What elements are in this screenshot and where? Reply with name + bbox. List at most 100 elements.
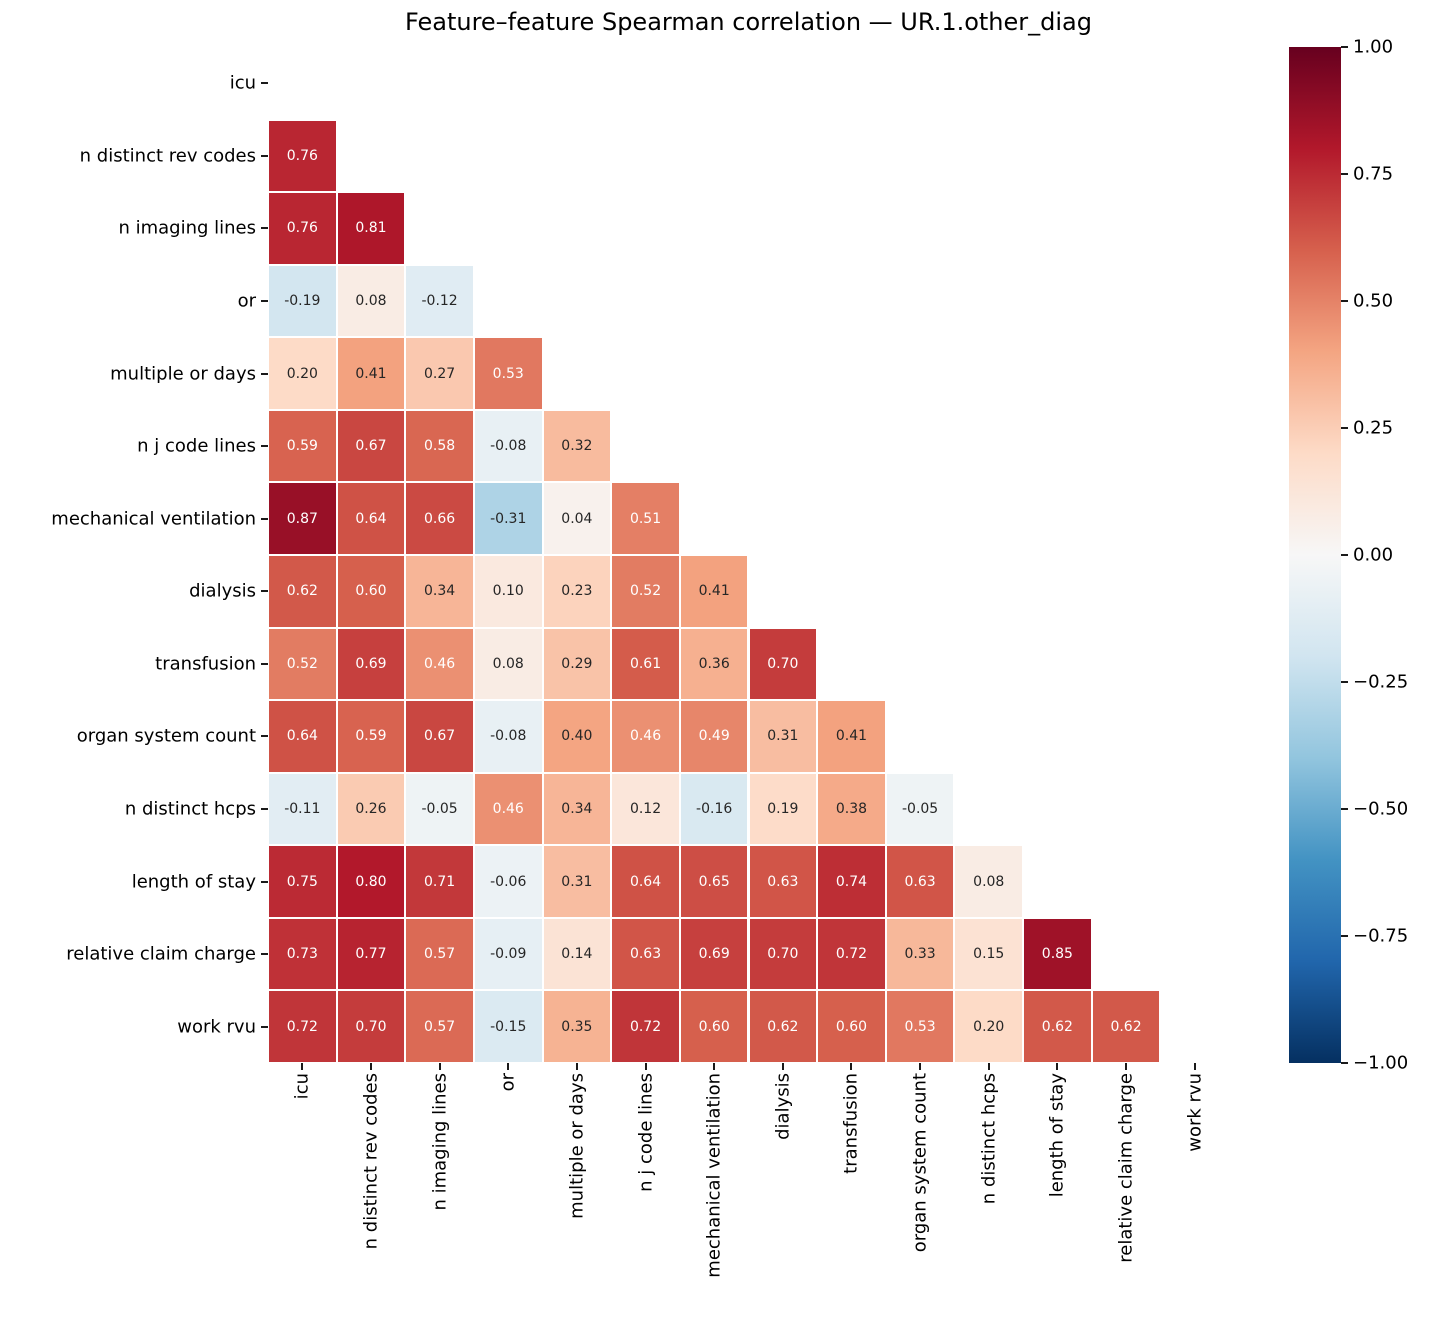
heatmap-cell: 0.69 — [679, 917, 749, 991]
x-tick — [713, 1063, 716, 1070]
heatmap-cell: -0.11 — [268, 772, 337, 846]
y-tick-label: dialysis — [189, 580, 256, 602]
heatmap-cell: 0.38 — [817, 772, 886, 846]
colorbar-tick — [1341, 300, 1348, 302]
heatmap-cell: 0.32 — [542, 409, 612, 483]
heatmap-cell: 0.77 — [336, 917, 406, 991]
y-tick — [261, 372, 268, 375]
heatmap-cell: 0.49 — [679, 700, 749, 773]
x-tick-label: mechanical ventilation — [703, 1073, 725, 1278]
x-tick-label: transfusion — [840, 1073, 862, 1174]
heatmap-cell: 0.46 — [473, 772, 543, 846]
colorbar-tick-label: 1.00 — [1353, 36, 1394, 58]
heatmap-cell: -0.08 — [473, 409, 543, 483]
heatmap-cell: 0.62 — [748, 990, 818, 1063]
heatmap-cell: 0.63 — [611, 917, 680, 991]
colorbar-tick-label: 0.00 — [1353, 544, 1394, 566]
y-tick-label: n j code lines — [137, 435, 256, 457]
heatmap-cell: 0.52 — [611, 555, 680, 628]
heatmap-cell: 0.60 — [817, 990, 886, 1063]
x-tick-label: relative claim charge — [1115, 1073, 1137, 1263]
y-tick-label: mechanical ventilation — [51, 508, 256, 530]
heatmap-cell: 0.31 — [748, 700, 818, 773]
y-tick-label: multiple or days — [110, 363, 256, 385]
y-tick — [261, 808, 268, 810]
heatmap-cell: 0.66 — [405, 482, 474, 555]
heatmap-cell: 0.59 — [268, 409, 337, 483]
x-tick — [987, 1063, 990, 1070]
y-tick-label: n imaging lines — [118, 217, 256, 239]
y-tick — [261, 227, 268, 230]
heatmap-cell: 0.65 — [679, 845, 749, 918]
colorbar-tick — [1341, 46, 1348, 48]
heatmap-cell: 0.53 — [473, 337, 543, 410]
heatmap-cell: 0.67 — [336, 409, 406, 483]
x-tick — [507, 1063, 510, 1070]
y-tick-label: icu — [229, 72, 256, 94]
heatmap-cell: 0.12 — [611, 772, 680, 846]
heatmap-cell: 0.46 — [611, 700, 680, 773]
y-tick-label: transfusion — [155, 653, 256, 675]
heatmap-cell: 0.10 — [473, 555, 543, 628]
colorbar-tick — [1341, 681, 1348, 683]
heatmap-cell: 0.19 — [748, 772, 818, 846]
y-tick-label: or — [237, 290, 256, 312]
heatmap-cell: 0.76 — [268, 119, 337, 193]
heatmap-cell: 0.63 — [885, 845, 955, 918]
heatmap-cell: -0.05 — [405, 772, 474, 846]
x-tick — [369, 1063, 372, 1070]
heatmap-cell: 0.62 — [1023, 990, 1092, 1063]
heatmap-cell: 0.74 — [817, 845, 886, 918]
heatmap-cell: -0.06 — [473, 845, 543, 918]
x-tick-label: work rvu — [1184, 1073, 1206, 1152]
heatmap-cell: 0.27 — [405, 337, 474, 410]
heatmap-cell: 0.15 — [954, 917, 1024, 991]
heatmap-cell: 0.08 — [954, 845, 1024, 918]
heatmap-cell: 0.58 — [405, 409, 474, 483]
y-tick — [261, 735, 268, 738]
heatmap-cell: 0.85 — [1023, 917, 1092, 991]
y-tick — [261, 662, 268, 665]
heatmap-cell: 0.67 — [405, 700, 474, 773]
y-tick-label: n distinct rev codes — [79, 145, 256, 167]
heatmap-cell: 0.35 — [542, 990, 612, 1063]
x-tick — [1193, 1063, 1196, 1070]
heatmap-cell: 0.60 — [679, 990, 749, 1063]
heatmap-cell: 0.69 — [336, 627, 406, 701]
heatmap-cell: -0.09 — [473, 917, 543, 991]
heatmap-cell: 0.40 — [542, 700, 612, 773]
x-tick-label: length of stay — [1046, 1073, 1068, 1198]
x-tick-label: n imaging lines — [429, 1073, 451, 1211]
y-tick — [261, 1025, 268, 1028]
heatmap-cell: 0.72 — [611, 990, 680, 1063]
colorbar-tick — [1341, 173, 1348, 175]
y-tick — [261, 154, 268, 157]
heatmap-cell: 0.64 — [336, 482, 406, 555]
x-tick — [919, 1063, 922, 1070]
x-tick-label: n distinct rev codes — [360, 1073, 382, 1250]
heatmap-cell: -0.12 — [405, 264, 474, 338]
heatmap-cell: -0.05 — [885, 772, 955, 846]
heatmap-cell: 0.14 — [542, 917, 612, 991]
chart-title: Feature–feature Spearman correlation — U… — [404, 8, 1092, 36]
colorbar-tick — [1341, 427, 1348, 429]
x-tick — [850, 1063, 853, 1070]
heatmap-cell: 0.52 — [268, 627, 337, 701]
colorbar-tick — [1341, 554, 1348, 556]
heatmap-cell: 0.20 — [954, 990, 1024, 1063]
heatmap-cell: 0.62 — [268, 555, 337, 628]
heatmap-cell: -0.19 — [268, 264, 337, 338]
y-tick — [261, 82, 268, 85]
y-tick — [261, 300, 268, 302]
heatmap-cell: 0.41 — [336, 337, 406, 410]
heatmap-cell: 0.61 — [611, 627, 680, 701]
heatmap-cell: -0.31 — [473, 482, 543, 555]
x-tick — [575, 1063, 578, 1070]
colorbar-gradient — [1289, 47, 1341, 1063]
x-tick-label: n distinct hcps — [978, 1073, 1000, 1205]
heatmap-cell: 0.63 — [748, 845, 818, 918]
heatmap-cell: -0.15 — [473, 990, 543, 1063]
heatmap-cell: 0.46 — [405, 627, 474, 701]
heatmap-cell: 0.33 — [885, 917, 955, 991]
